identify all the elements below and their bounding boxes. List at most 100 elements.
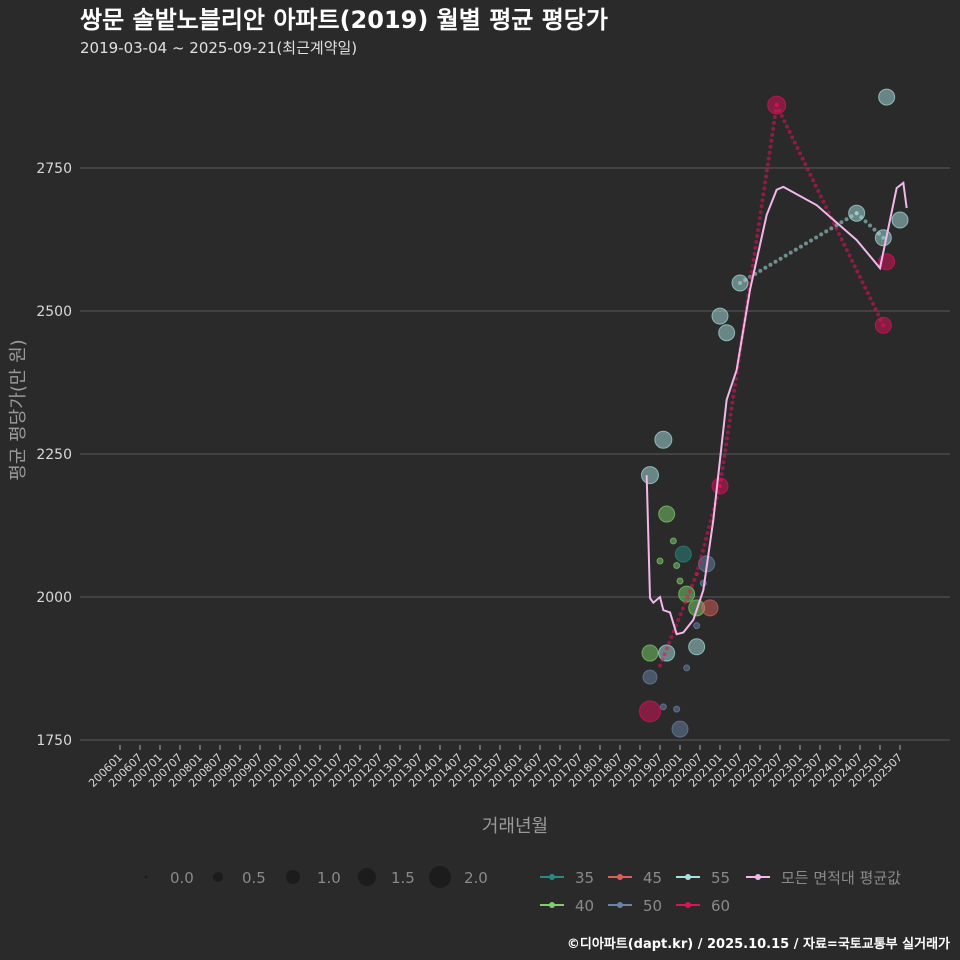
x-axis-title: 거래년월 — [482, 816, 548, 837]
legend-label-35: 35 — [575, 869, 594, 887]
trend-dot-60 — [779, 113, 784, 118]
legend-dot-60 — [685, 902, 691, 908]
trend-dot-60 — [756, 222, 761, 227]
trend-dot-60 — [728, 412, 733, 417]
trend-dot-60 — [754, 239, 759, 244]
trend-dot-60 — [767, 150, 772, 155]
trend-dot-60 — [750, 263, 755, 268]
trend-dot-60 — [770, 132, 775, 137]
bubble-55 — [711, 307, 729, 325]
trend-dot-60 — [813, 183, 818, 188]
trend-dot-60 — [800, 156, 805, 161]
size-legend-dot — [429, 866, 451, 888]
trend-dot-60 — [795, 146, 800, 151]
trend-dot-60 — [818, 194, 823, 199]
bubble-50 — [671, 720, 689, 738]
trend-dot-60 — [870, 301, 875, 306]
footer-credit: ©디아파트(dapt.kr) / 2025.10.15 / 자료=국토교통부 실… — [567, 936, 950, 952]
trend-dot-55 — [819, 232, 824, 237]
size-legend-dot — [213, 872, 223, 882]
trend-dot-55 — [768, 262, 773, 267]
y-tick-label: 2000 — [36, 590, 72, 606]
bubble-55 — [718, 324, 736, 342]
trend-dot-55 — [824, 229, 829, 234]
trend-dot-60 — [660, 657, 665, 662]
legend-dot-45 — [617, 874, 623, 880]
bubble-55 — [878, 88, 896, 106]
trend-dot-60 — [868, 296, 873, 301]
trend-dot-55 — [814, 235, 819, 240]
trend-dot-60 — [860, 280, 865, 285]
trend-dot-60 — [842, 242, 847, 247]
trend-dot-60 — [772, 120, 777, 125]
trend-dot-60 — [763, 180, 768, 185]
trend-dot-60 — [792, 140, 797, 145]
bubble-55 — [654, 430, 673, 449]
trend-dot-60 — [733, 382, 738, 387]
chart-title: 쌍문 솔밭노블리안 아파트(2019) 월별 평균 평당가 — [80, 6, 608, 34]
trend-dot-55 — [803, 241, 808, 246]
bubble-55 — [688, 638, 706, 656]
trend-dot-60 — [782, 119, 787, 124]
y-tick-label: 2500 — [36, 304, 72, 320]
size-legend-label: 1.5 — [391, 869, 415, 887]
trend-dot-60 — [685, 595, 690, 599]
legend-label-40: 40 — [575, 897, 594, 915]
legend-label-45: 45 — [643, 869, 662, 887]
size-legend-label: 0.0 — [170, 869, 194, 887]
trend-dot-60 — [752, 251, 757, 256]
trend-dot-60 — [765, 162, 770, 167]
trend-dot-60 — [762, 186, 767, 191]
trend-dot-55 — [863, 219, 868, 224]
bubble-60 — [767, 95, 787, 115]
bubble-60 — [639, 700, 661, 723]
trend-dot-60 — [729, 406, 734, 411]
trend-dot-60 — [730, 400, 735, 405]
trend-dot-60 — [694, 572, 699, 577]
trend-dot-60 — [722, 454, 727, 459]
trend-dot-60 — [768, 144, 773, 149]
size-legend-label: 0.5 — [242, 869, 266, 887]
trend-dot-60 — [667, 640, 672, 645]
trend-dot-60 — [658, 663, 662, 668]
trend-dot-60 — [721, 460, 726, 465]
bubble-55 — [731, 274, 749, 292]
trend-dot-60 — [731, 394, 736, 399]
trend-dot-60 — [771, 126, 776, 131]
trend-dot-60 — [692, 577, 697, 582]
trend-dot-60 — [705, 531, 710, 536]
legend-dot-55 — [685, 874, 691, 880]
bubble-60 — [874, 316, 892, 334]
trend-dot-55 — [798, 244, 803, 249]
bubble-40 — [658, 505, 676, 523]
trend-dot-60 — [755, 234, 760, 239]
bubble-50 — [673, 705, 681, 713]
bubble-40 — [641, 644, 659, 662]
trend-dot-55 — [872, 227, 877, 232]
bubble-50 — [693, 622, 701, 630]
trend-dot-60 — [821, 199, 826, 204]
bubble-40 — [678, 585, 696, 603]
bubble-45 — [701, 599, 719, 617]
trend-dot-60 — [834, 226, 839, 231]
trend-dot-60 — [876, 312, 881, 317]
trend-dot-60 — [863, 285, 868, 290]
legend-label-average: 모든 면적대 평균값 — [781, 869, 901, 887]
trend-dot-60 — [756, 228, 761, 233]
trend-dot-60 — [837, 231, 842, 236]
bubble-40 — [656, 557, 664, 565]
trend-dot-60 — [725, 430, 730, 435]
bubble-50 — [642, 669, 658, 685]
trend-dot-60 — [751, 257, 756, 262]
trend-dot-60 — [764, 168, 769, 173]
bubble-50 — [683, 664, 691, 672]
trend-dot-60 — [766, 156, 771, 161]
trend-dot-55 — [839, 220, 844, 225]
trend-dot-60 — [704, 536, 708, 541]
trend-dot-55 — [783, 253, 788, 258]
bubble-55 — [641, 466, 659, 485]
bubble-55 — [891, 211, 909, 229]
trend-dot-60 — [708, 519, 713, 524]
bubble-55 — [874, 229, 892, 247]
trend-dot-55 — [844, 217, 849, 222]
